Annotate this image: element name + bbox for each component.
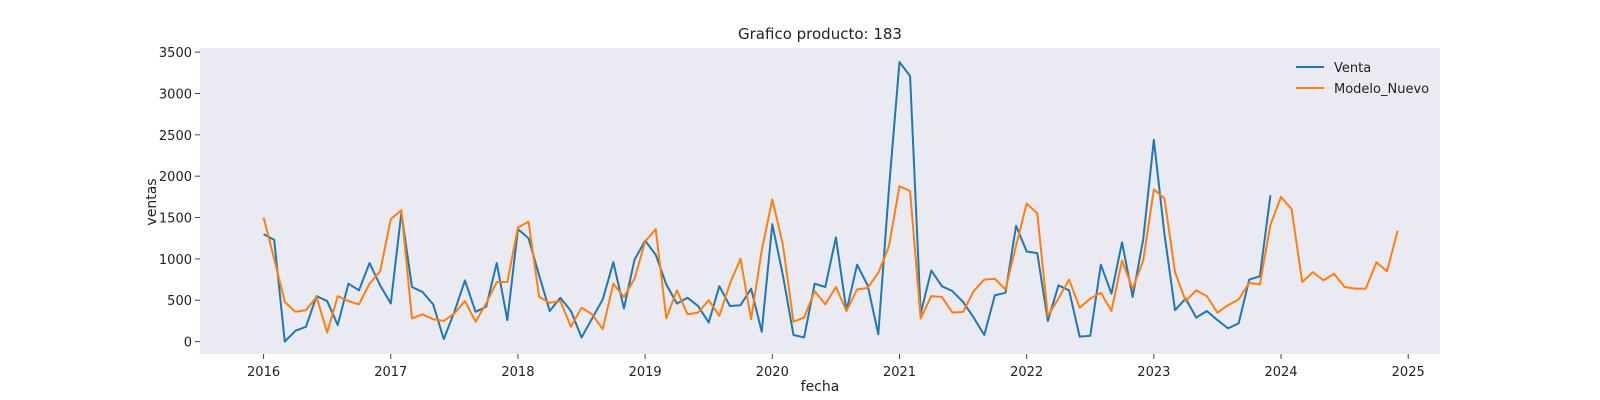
y-tick-label: 3500 (159, 46, 192, 61)
x-axis-ticks: 2016 2017 2018 2019 2020 2021 2022 2023 2024 2025 (247, 354, 1425, 380)
x-tick-label: 2025 (1392, 365, 1425, 380)
x-tick-label: 2019 (629, 365, 662, 380)
x-tick-label: 2021 (883, 365, 916, 380)
x-tick-label: 2024 (1264, 365, 1297, 380)
series-line-modelo-nuevo (262, 185, 1399, 334)
y-tick-label: 1500 (159, 212, 192, 227)
y-tick-label: 2000 (159, 170, 192, 185)
x-tick-label: 2023 (1137, 365, 1170, 380)
x-tick-label: 2016 (247, 365, 280, 380)
y-tick-label: 1000 (159, 253, 192, 268)
legend-label-modelo-nuevo: Modelo_Nuevo (1334, 82, 1429, 97)
series-line-venta (263, 61, 1272, 343)
y-tick-label: 0 (184, 336, 192, 351)
x-tick-label: 2017 (374, 365, 407, 380)
y-tick-label: 3000 (159, 87, 192, 102)
series-lines (262, 61, 1399, 343)
y-tick-label: 500 (167, 294, 192, 309)
y-tick-label: 2500 (159, 129, 192, 144)
plot-area (200, 48, 1440, 354)
x-tick-label: 2020 (756, 365, 789, 380)
chart-title: Grafico producto: 183 (738, 25, 902, 43)
legend-label-venta: Venta (1334, 61, 1371, 76)
x-tick-label: 2022 (1010, 365, 1043, 380)
y-axis-label: ventas (144, 178, 160, 225)
x-tick-label: 2018 (501, 365, 534, 380)
legend: Venta Modelo_Nuevo (1296, 61, 1429, 97)
y-axis-ticks: 0 500 1000 1500 2000 2500 3000 3500 (159, 46, 200, 351)
x-axis-label: fecha (801, 379, 840, 395)
